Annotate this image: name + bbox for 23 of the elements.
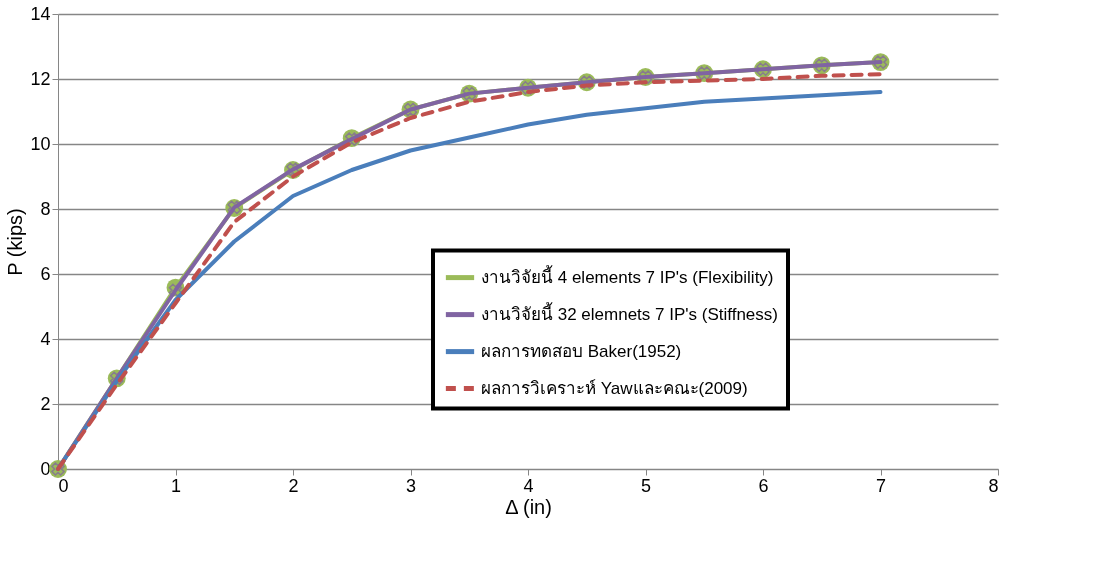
x-tick-label: 5	[640, 475, 652, 496]
y-tick-label: 2	[40, 393, 51, 414]
y-tick-label: 8	[40, 198, 51, 219]
legend-label: ผลการทดสอบ Baker(1952)	[481, 341, 682, 361]
y-tick-label: 14	[30, 3, 51, 24]
y-axis-title: P (kips)	[4, 208, 27, 276]
x-axis-title: Δ (in)	[505, 495, 552, 518]
legend-label: ผลการวิเคราะห์ Yawและคณะ(2009)	[481, 378, 748, 398]
x-tick-label: 7	[875, 475, 887, 496]
x-tick-label: 0	[58, 475, 69, 496]
y-tick-label: 4	[40, 328, 51, 349]
x-tick-label: 4	[523, 475, 534, 496]
legend-label: งานวิจัยนี้ 32 elemnets 7 IP's (Stiffness)	[481, 301, 778, 324]
y-tick-label: 0	[40, 458, 51, 479]
y-tick-label: 6	[40, 263, 51, 284]
x-tick-label: 2	[288, 475, 299, 496]
x-tick-label: 3	[405, 475, 417, 496]
y-tick-label: 12	[30, 68, 51, 89]
x-tick-label: 6	[758, 475, 769, 496]
x-tick-label: 8	[988, 475, 999, 496]
y-tick-label: 10	[30, 133, 51, 154]
legend-label: งานวิจัยนี้ 4 elements 7 IP's (Flexibility)	[481, 264, 774, 287]
x-tick-label: 1	[170, 475, 182, 496]
